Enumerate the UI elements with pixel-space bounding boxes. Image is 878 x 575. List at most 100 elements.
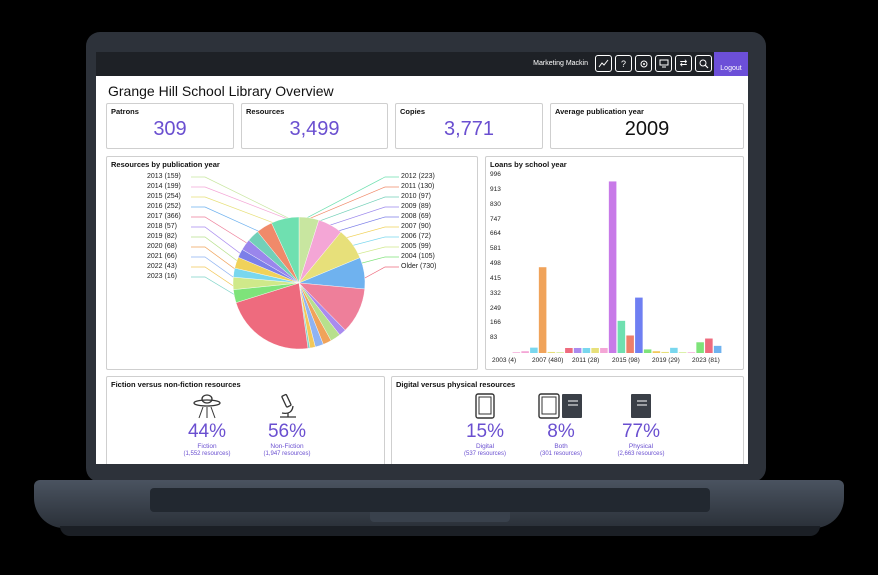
- user-name: Marketing Mackin: [533, 60, 588, 67]
- pie-label: 2021 (66): [147, 253, 177, 260]
- pie-label: 2011 (130): [401, 183, 435, 190]
- kpi-value: 309: [153, 118, 187, 140]
- pie-label: 2010 (97): [401, 193, 431, 200]
- bar: [696, 342, 704, 353]
- format-panel: Digital versus physical resources 15% Di…: [391, 376, 744, 464]
- stat-name: Both: [554, 443, 568, 450]
- chart-icon[interactable]: [595, 55, 612, 72]
- laptop-screen: Marketing Mackin ? ⇄ Logout Grange Hill …: [96, 52, 748, 464]
- bar: [521, 351, 529, 353]
- book-icon: [596, 393, 686, 419]
- pie-chart: [191, 176, 399, 350]
- pie-slice: [235, 282, 309, 350]
- pie-label: 2007 (90): [401, 223, 431, 230]
- y-tick-label: 498: [490, 260, 501, 267]
- kpi-copies: Copies 3,771: [395, 103, 543, 149]
- kpi-label: Average publication year: [555, 107, 644, 116]
- kpi-value: 2009: [624, 118, 670, 140]
- stat-count: (2,663 resources): [617, 451, 665, 457]
- help-icon[interactable]: ?: [615, 55, 632, 72]
- bar: [713, 345, 722, 353]
- non-fiction-stat: 56% Non-Fiction (1,947 resources): [242, 393, 332, 458]
- bar: [617, 320, 626, 353]
- pie-slice: [271, 216, 300, 284]
- panel-title: Resources by publication year: [111, 160, 220, 169]
- bar: [670, 347, 678, 353]
- pie-label: 2023 (16): [147, 273, 177, 280]
- pie-label: 2016 (252): [147, 203, 181, 210]
- kpi-label: Copies: [400, 107, 426, 116]
- bar: [591, 347, 599, 353]
- digital-stat: 15% Digital (537 resources): [440, 393, 530, 458]
- stat-name: Physical: [628, 443, 654, 450]
- pie-label: 2012 (223): [401, 173, 435, 180]
- kpi-value: 3,499: [289, 118, 340, 140]
- y-tick-label: 913: [490, 185, 501, 193]
- stat-count: (1,552 resources): [183, 451, 231, 457]
- pie-label: 2017 (366): [147, 213, 181, 220]
- pie-label: 2006 (72): [401, 233, 431, 240]
- bar: [652, 351, 661, 353]
- swap-icon[interactable]: ⇄: [675, 55, 692, 72]
- microscope-icon: [242, 393, 332, 419]
- display-icon[interactable]: [655, 55, 672, 72]
- kpi-average-publication-year: Average publication year 2009: [550, 103, 744, 149]
- laptop-keyboard-edge: [150, 488, 710, 512]
- stat-percent: 15%: [465, 421, 505, 442]
- physical-stat: 77% Physical (2,663 resources): [596, 393, 686, 458]
- pie-label: 2020 (68): [147, 243, 177, 250]
- x-tick-label: 2023 (81): [692, 357, 720, 364]
- y-tick-label: 332: [490, 289, 501, 297]
- pie-chart-panel: Resources by publication year 2013 (159)…: [106, 156, 478, 370]
- bar: [573, 347, 582, 353]
- bar: [608, 181, 617, 353]
- x-tick-label: 2007 (480): [532, 357, 564, 364]
- pie-label: 2018 (57): [147, 223, 177, 230]
- both-stat: 8% Both (301 resources): [516, 393, 606, 458]
- pie-label: 2015 (254): [147, 193, 181, 200]
- bar-chart-panel: Loans by school year 996 913 830 747 664 581 4…: [485, 156, 744, 370]
- x-tick-label: 2011 (28): [572, 357, 600, 364]
- kpi-resources: Resources 3,499: [241, 103, 388, 149]
- bar: [565, 347, 573, 353]
- y-tick-label: 747: [490, 215, 501, 223]
- bar: [530, 347, 538, 353]
- pie-leader-line: [286, 176, 399, 229]
- bar: [643, 349, 652, 353]
- kpi-patrons: Patrons 309: [106, 103, 234, 149]
- y-tick-label: 415: [490, 274, 501, 282]
- stat-name: Digital: [475, 443, 495, 450]
- pie-label: 2014 (199): [147, 183, 181, 190]
- kpi-label: Resources: [246, 107, 285, 116]
- page-title: Grange Hill School Library Overview: [108, 83, 334, 99]
- toolbar-icons: ? ⇄: [595, 55, 712, 72]
- pie-label: 2013 (159): [147, 173, 181, 180]
- logout-button[interactable]: Logout: [714, 52, 748, 76]
- search-icon[interactable]: [695, 55, 712, 72]
- x-tick-label: 2019 (29): [652, 357, 680, 364]
- pie-label: 2009 (89): [401, 203, 431, 210]
- pie-label: 2022 (43): [147, 263, 177, 270]
- bar: [512, 352, 521, 353]
- bar-chart: [512, 181, 722, 353]
- bar: [687, 352, 696, 353]
- panel-title: Digital versus physical resources: [396, 380, 516, 389]
- stat-percent: 56%: [267, 421, 307, 442]
- pie-label: 2004 (105): [401, 253, 435, 260]
- bar: [547, 351, 556, 353]
- stat-count: (537 resources): [463, 451, 507, 457]
- bar: [538, 267, 547, 353]
- ufo-icon: [162, 393, 252, 419]
- stat-count: (1,947 resources): [263, 451, 311, 457]
- stat-count: (301 resources): [539, 451, 583, 457]
- bar: [705, 338, 713, 353]
- laptop-trackpad-notch: [370, 512, 510, 522]
- stat-percent: 44%: [187, 421, 227, 442]
- settings-icon[interactable]: [635, 55, 652, 72]
- fiction-stat: 44% Fiction (1,552 resources): [162, 393, 252, 458]
- bar: [678, 352, 687, 353]
- pie-label: 2008 (69): [401, 213, 431, 220]
- x-tick-label: 2003 (4): [492, 357, 517, 364]
- y-tick-label: 581: [490, 245, 501, 253]
- y-tick-label: 830: [490, 200, 501, 208]
